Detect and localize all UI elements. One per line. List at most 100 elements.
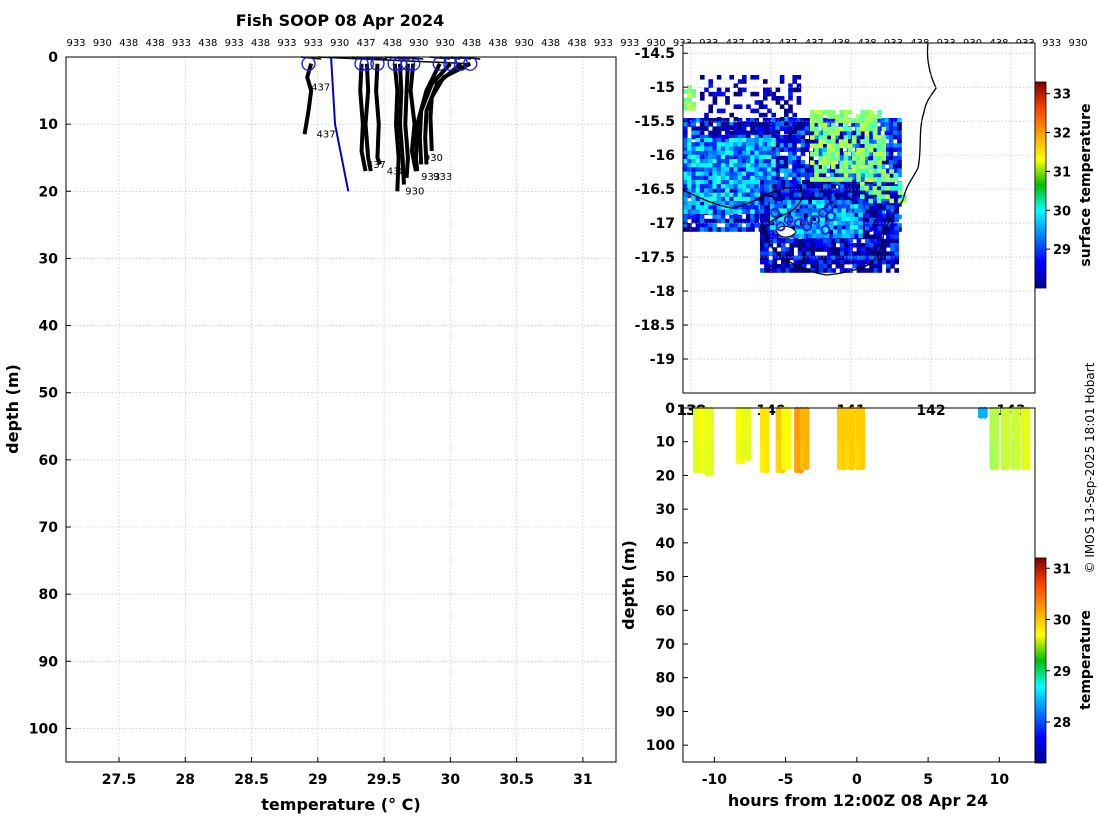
- sst-cell: [856, 243, 862, 248]
- sst-cell: [746, 196, 751, 202]
- sst-cell: [776, 251, 782, 256]
- sst-cell: [867, 130, 873, 136]
- section-cast: [855, 406, 866, 471]
- sst-cell: [704, 184, 709, 189]
- sst-cell: [695, 205, 701, 210]
- sst-cell: [852, 251, 857, 256]
- sst-cell: [764, 188, 769, 193]
- sst-cell: [831, 268, 836, 273]
- sst-cell: [750, 209, 755, 214]
- sst-cell: [823, 192, 828, 198]
- sst-cell: [704, 205, 709, 210]
- map-colorbar-label: surface temperature: [1078, 103, 1094, 266]
- sst-cell: [720, 171, 726, 177]
- sst-cell: [789, 188, 794, 193]
- sst-cell: [856, 152, 861, 157]
- sst-cell: [712, 142, 717, 147]
- sst-cell: [695, 118, 701, 123]
- sst-cell: [729, 201, 734, 206]
- sst-cell: [725, 209, 730, 214]
- sst-cell: [873, 156, 878, 161]
- sst-cell: [888, 160, 894, 165]
- sst-cell: [810, 243, 815, 248]
- sst-cell: [890, 259, 895, 265]
- sst-cell: [860, 164, 865, 170]
- sst-cell: [880, 160, 885, 165]
- sst-cell: [796, 155, 801, 161]
- sst-cell: [754, 138, 759, 143]
- sst-cell: [746, 130, 751, 136]
- sst-cell: [776, 268, 782, 273]
- sst-cell: [742, 79, 747, 84]
- sst-cell: [864, 110, 870, 115]
- sst-cell: [746, 134, 751, 140]
- sst-cell: [746, 159, 751, 164]
- sst-cell: [687, 227, 692, 232]
- sst-cell: [796, 164, 801, 169]
- sst-cell: [799, 208, 804, 213]
- section-colorbar-tick-label: 31: [1053, 562, 1071, 577]
- sst-cell: [860, 194, 865, 199]
- sst-cell: [764, 196, 769, 202]
- sst-cell: [814, 243, 820, 248]
- sst-cell: [795, 229, 800, 234]
- sst-cell: [764, 264, 769, 269]
- sst-cell: [856, 247, 862, 252]
- sst-cell: [750, 223, 755, 228]
- sst-cell: [750, 192, 755, 198]
- island: [775, 225, 797, 238]
- sst-cell: [881, 255, 887, 261]
- sst-cell: [712, 192, 717, 198]
- sst-cell: [806, 188, 811, 193]
- sst-cell: [691, 227, 696, 232]
- sst-cell: [814, 143, 819, 149]
- sst-cell: [886, 255, 891, 261]
- sst-cell: [733, 159, 738, 164]
- sst-cell: [716, 87, 722, 93]
- sst-cell: [771, 126, 776, 131]
- sst-cell: [704, 175, 709, 181]
- sst-cell: [858, 225, 863, 230]
- sst-cell: [746, 163, 751, 168]
- sst-cell: [683, 223, 688, 228]
- sst-cell: [894, 217, 899, 223]
- sst-cell: [741, 201, 747, 206]
- sst-cell: [860, 222, 866, 227]
- sst-cell: [881, 222, 887, 227]
- sst-cell: [704, 171, 709, 177]
- sst-cell: [767, 150, 772, 156]
- sst-cell: [831, 122, 836, 128]
- sst-cell: [814, 238, 820, 244]
- sst-cell: [800, 139, 806, 144]
- sst-cell: [864, 114, 870, 119]
- sst-cell: [725, 87, 730, 93]
- section-cast: [1010, 406, 1021, 471]
- sst-cell: [796, 125, 802, 130]
- sst-cell: [704, 122, 709, 127]
- sst-cell: [695, 227, 701, 232]
- profile-line: [408, 63, 418, 172]
- sst-cell: [785, 255, 790, 261]
- sst-cell: [852, 201, 857, 206]
- sst-cell: [834, 139, 839, 144]
- sst-cell: [852, 118, 857, 123]
- sst-cell: [818, 196, 824, 202]
- sst-cell: [797, 188, 803, 193]
- sst-cell: [725, 118, 730, 123]
- sst-cell: [792, 134, 797, 140]
- profile-line: [358, 63, 368, 172]
- map-y-tick-label: -17.5: [635, 250, 675, 266]
- sst-cell: [760, 243, 765, 248]
- sst-cell: [844, 259, 849, 265]
- sst-cell: [797, 247, 803, 252]
- sst-cell: [856, 268, 862, 273]
- sst-cell: [802, 180, 807, 185]
- sst-cell: [729, 75, 734, 80]
- sst-cell: [783, 139, 789, 144]
- sst-cell: [802, 264, 807, 269]
- sst-cell: [788, 87, 793, 93]
- sst-cell: [767, 122, 772, 127]
- sst-cell: [848, 196, 853, 202]
- sst-cell: [784, 108, 789, 114]
- sst-cell: [687, 150, 692, 156]
